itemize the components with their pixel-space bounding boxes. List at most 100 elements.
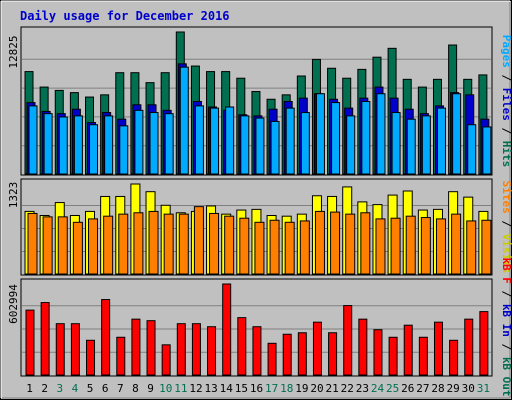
x-tick-label: 11 (174, 382, 187, 395)
bar-pages-1 (28, 105, 38, 175)
bar-kb-f-28 (433, 321, 443, 376)
bar-sites-16 (254, 221, 265, 275)
bar-kb-f-5 (86, 339, 96, 376)
bar-kb-f-23 (358, 318, 368, 376)
bar-pages-12 (194, 105, 204, 175)
bar-sites-7 (118, 213, 129, 275)
bar-kb-f-31 (479, 311, 489, 376)
bar-sites-9 (148, 210, 159, 275)
bar-kb-f-21 (328, 332, 338, 376)
bar-sites-27 (420, 217, 431, 275)
x-tick-label: 7 (117, 382, 124, 395)
bar-pages-10 (164, 113, 174, 175)
bar-sites-19 (299, 220, 310, 275)
x-tick-label: 30 (462, 382, 475, 395)
x-tick-label: 20 (310, 382, 323, 395)
bar-kb-f-18 (282, 333, 292, 376)
bar-sites-28 (435, 218, 446, 275)
bar-kb-f-27 (418, 336, 428, 376)
bar-sites-25 (390, 217, 401, 275)
x-tick-label: 23 (356, 382, 369, 395)
bar-sites-10 (163, 213, 174, 275)
bar-pages-19 (300, 112, 310, 175)
bar-kb-f-10 (161, 344, 171, 376)
bar-sites-22 (345, 213, 356, 275)
bar-pages-7 (119, 125, 129, 175)
bar-kb-f-9 (146, 320, 156, 376)
bar-sites-24 (375, 218, 386, 275)
bar-pages-26 (406, 118, 416, 175)
x-tick-label: 26 (401, 382, 414, 395)
bar-pages-15 (240, 115, 250, 175)
bar-pages-16 (255, 117, 265, 175)
x-tick-label: 2 (41, 382, 48, 395)
bar-sites-15 (239, 217, 250, 275)
x-tick-label: 28 (431, 382, 444, 395)
legend-kbin: kB In (500, 304, 512, 337)
bar-sites-17 (269, 219, 280, 275)
bar-sites-1 (27, 212, 38, 275)
bar-kb-f-11 (176, 323, 186, 376)
legend-kbout: kB Out (500, 357, 512, 397)
bar-kb-f-6 (101, 299, 111, 376)
panel-hits-legend: Pages / Files / Hits (500, 35, 512, 168)
bar-pages-14 (225, 106, 235, 175)
bar-pages-28 (436, 107, 446, 175)
bar-pages-23 (361, 100, 371, 175)
bar-pages-24 (376, 93, 386, 175)
bar-sites-23 (360, 212, 371, 275)
bar-kb-f-3 (55, 323, 65, 376)
x-tick-label: 13 (204, 382, 217, 395)
x-tick-label: 25 (386, 382, 399, 395)
bar-kb-f-1 (25, 309, 35, 376)
bar-sites-13 (209, 212, 220, 275)
bar-sites-30 (466, 220, 477, 275)
bar-pages-20 (315, 93, 325, 175)
bar-pages-25 (391, 112, 401, 175)
x-tick-label: 4 (72, 382, 79, 395)
legend-sep: / (500, 214, 512, 234)
bar-pages-21 (331, 102, 341, 175)
bar-sites-31 (481, 219, 492, 275)
legend-sep: / (500, 68, 512, 88)
bar-pages-6 (104, 115, 114, 175)
legend-kbf: kB F (500, 257, 512, 284)
bar-pages-27 (421, 115, 431, 175)
x-tick-label: 22 (341, 382, 354, 395)
x-tick-label: 9 (147, 382, 154, 395)
legend-visits: Visits (500, 234, 512, 274)
bar-kb-f-12 (191, 323, 201, 376)
bar-kb-f-19 (297, 332, 307, 376)
bar-sites-26 (405, 215, 416, 275)
bar-kb-f-8 (131, 318, 141, 376)
bar-pages-11 (179, 66, 189, 175)
x-tick-label: 15 (235, 382, 248, 395)
x-tick-label: 31 (477, 382, 490, 395)
bar-pages-8 (134, 109, 144, 175)
x-tick-label: 27 (416, 382, 429, 395)
bar-pages-29 (452, 93, 462, 175)
bar-kb-f-13 (207, 326, 217, 376)
bar-kb-f-2 (40, 302, 50, 376)
x-axis-labels: 1 2 3 4 5 6 7 8 9 10 11 12 13 14 15 16 17 18 19 20 21 22 23 24 2… (26, 382, 490, 395)
bar-kb-f-20 (312, 321, 322, 376)
bar-pages-17 (270, 120, 280, 175)
bar-kb-f-26 (403, 324, 413, 376)
chart-marks (22, 31, 492, 376)
x-tick-label: 5 (87, 382, 94, 395)
bar-kb-f-7 (116, 336, 126, 376)
x-tick-label: 3 (57, 382, 64, 395)
x-tick-label: 29 (447, 382, 460, 395)
bar-kb-f-30 (464, 318, 474, 376)
panel-kbytes-legend: kB F / kB In / kB Out (500, 257, 512, 396)
bar-kb-f-14 (222, 283, 232, 376)
panel-visits-ymax-label: 1323 (7, 182, 20, 209)
bar-sites-12 (193, 206, 204, 275)
bar-sites-3 (57, 216, 68, 275)
bar-sites-8 (133, 212, 144, 275)
bar-pages-2 (43, 113, 53, 175)
bar-sites-18 (284, 221, 295, 275)
bar-sites-5 (88, 218, 99, 275)
x-tick-label: 14 (220, 382, 234, 395)
